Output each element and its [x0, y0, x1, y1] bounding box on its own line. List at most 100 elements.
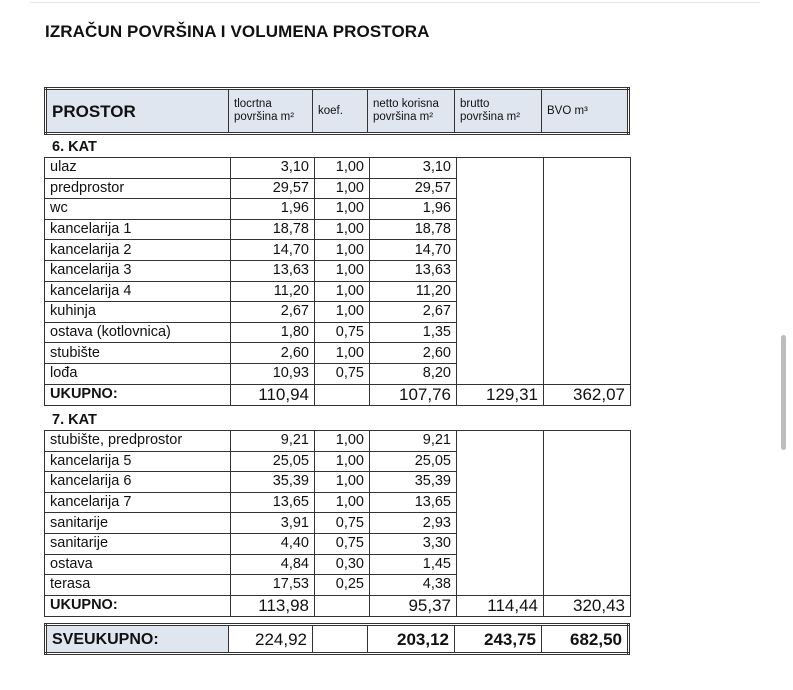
cell-netto: 18,78 — [369, 218, 457, 241]
cell-koef: 1,00 — [314, 218, 370, 241]
cell-koef: 0,75 — [314, 512, 370, 534]
cell-brutto-merged — [456, 157, 544, 385]
cell-room-name: kancelarija 3 — [44, 259, 231, 282]
cell-netto: 2,67 — [369, 301, 457, 323]
section-table-6-kat: ulaz 3,10 1,00 3,10 predprostor 29,57 1,00 29,5… — [44, 157, 631, 406]
cell-koef: 1,00 — [314, 259, 370, 282]
cell-koef: 1,00 — [314, 198, 370, 220]
header-tlocrtna: tlocrtna površina m² — [228, 88, 313, 134]
header-netto: netto korisna površina m² — [367, 88, 455, 134]
cell-room-name: terasa — [44, 574, 231, 596]
cell-netto: 3,10 — [369, 157, 457, 179]
section-table-7-kat: stubište, predprostor 9,21 1,00 9,21 kancela… — [44, 430, 631, 617]
subtotal-koef — [314, 594, 370, 617]
cell-tlocrtna: 35,39 — [230, 471, 315, 493]
subtotal-row: UKUPNO: 113,98 95,37 114,44 320,43 — [44, 594, 631, 617]
cell-koef: 1,00 — [314, 239, 370, 261]
grand-brutto: 243,75 — [454, 624, 542, 654]
grand-netto: 203,12 — [367, 624, 455, 654]
cell-room-name: kancelarija 2 — [44, 239, 231, 261]
cell-tlocrtna: 10,93 — [230, 362, 315, 385]
cell-tlocrtna: 11,20 — [230, 280, 315, 303]
cell-room-name: stubište — [44, 342, 231, 364]
cell-tlocrtna: 13,63 — [230, 259, 315, 282]
cell-room-name: lođa — [44, 362, 231, 385]
cell-koef: 1,00 — [314, 301, 370, 323]
grand-koef — [312, 624, 368, 654]
subtotal-bvo: 362,07 — [543, 383, 631, 406]
cell-netto: 29,57 — [369, 177, 457, 200]
subtotal-label: UKUPNO: — [44, 383, 231, 406]
cell-brutto-merged — [456, 430, 544, 596]
table-row: kancelarija 3 13,63 1,00 13,63 — [44, 259, 631, 282]
cell-room-name: kancelarija 7 — [44, 491, 231, 514]
cell-netto: 1,45 — [369, 553, 457, 576]
table-row: ulaz 3,10 1,00 3,10 — [44, 157, 631, 385]
cell-room-name: kancelarija 6 — [44, 471, 231, 493]
subtotal-brutto: 129,31 — [456, 383, 544, 406]
cell-tlocrtna: 4,84 — [230, 553, 315, 576]
cell-koef: 1,00 — [314, 471, 370, 493]
cell-koef: 1,00 — [314, 280, 370, 303]
cell-tlocrtna: 18,78 — [230, 218, 315, 241]
cell-netto: 13,65 — [369, 491, 457, 514]
cell-room-name: kancelarija 1 — [44, 218, 231, 241]
cell-netto: 4,38 — [369, 574, 457, 596]
cell-tlocrtna: 1,96 — [230, 198, 315, 220]
cell-tlocrtna: 13,65 — [230, 491, 315, 514]
cell-tlocrtna: 17,53 — [230, 574, 315, 596]
cell-room-name: sanitarije — [44, 532, 231, 555]
grand-bvo: 682,50 — [541, 624, 629, 654]
cell-netto: 2,93 — [369, 512, 457, 534]
cell-bvo-merged — [543, 430, 631, 596]
subtotal-tlocrtna: 110,94 — [230, 383, 315, 406]
cell-netto: 1,96 — [369, 198, 457, 220]
table-row: stubište, predprostor 9,21 1,00 9,21 — [44, 430, 631, 596]
subtotal-netto: 95,37 — [369, 594, 457, 617]
cell-netto: 9,21 — [369, 430, 457, 452]
cell-netto: 1,35 — [369, 321, 457, 344]
header-bvo: BVO m³ — [541, 88, 629, 134]
table-row: kancelarija 1 18,78 1,00 18,78 — [44, 218, 631, 241]
subtotal-bvo: 320,43 — [543, 594, 631, 617]
table-row: sanitarije 4,40 0,75 3,30 — [44, 532, 631, 555]
table-row: kancelarija 4 11,20 1,00 11,20 — [44, 280, 631, 303]
cell-koef: 1,00 — [314, 430, 370, 452]
cell-tlocrtna: 2,60 — [230, 342, 315, 364]
cell-koef: 1,00 — [314, 177, 370, 200]
cell-koef: 1,00 — [314, 491, 370, 514]
table-header: PROSTOR tlocrtna površina m² koef. netto… — [44, 87, 630, 135]
cell-room-name: ostava — [44, 553, 231, 576]
cell-tlocrtna: 14,70 — [230, 239, 315, 261]
subtotal-label: UKUPNO: — [44, 594, 231, 617]
grand-total-label: SVEUKUPNO: — [45, 624, 229, 654]
table-row: kuhinja 2,67 1,00 2,67 — [44, 301, 631, 323]
cell-tlocrtna: 3,91 — [230, 512, 315, 534]
cell-netto: 14,70 — [369, 239, 457, 261]
cell-netto: 2,60 — [369, 342, 457, 364]
cell-koef: 0,75 — [314, 532, 370, 555]
cell-netto: 13,63 — [369, 259, 457, 282]
cell-koef: 0,30 — [314, 553, 370, 576]
table-row: lođa 10,93 0,75 8,20 — [44, 362, 631, 385]
cell-koef: 1,00 — [314, 450, 370, 473]
grand-tlocrtna: 224,92 — [228, 624, 313, 654]
cell-tlocrtna: 4,40 — [230, 532, 315, 555]
page-title: IZRAČUN POVRŠINA I VOLUMENA PROSTORA — [45, 22, 430, 41]
cell-room-name: ostava (kotlovnica) — [44, 321, 231, 344]
subtotal-netto: 107,76 — [369, 383, 457, 406]
header-koef: koef. — [312, 88, 368, 134]
table-row: kancelarija 6 35,39 1,00 35,39 — [44, 471, 631, 493]
cell-tlocrtna: 25,05 — [230, 450, 315, 473]
cell-room-name: kuhinja — [44, 301, 231, 323]
table-row: sanitarije 3,91 0,75 2,93 — [44, 512, 631, 534]
scrollbar[interactable] — [781, 335, 786, 450]
cell-tlocrtna: 3,10 — [230, 157, 315, 179]
cell-netto: 25,05 — [369, 450, 457, 473]
cell-netto: 8,20 — [369, 362, 457, 385]
cell-room-name: predprostor — [44, 177, 231, 200]
cell-room-name: ulaz — [44, 157, 231, 179]
table-row: stubište 2,60 1,00 2,60 — [44, 342, 631, 364]
cell-room-name: stubište, predprostor — [44, 430, 231, 452]
cell-koef: 0,75 — [314, 321, 370, 344]
